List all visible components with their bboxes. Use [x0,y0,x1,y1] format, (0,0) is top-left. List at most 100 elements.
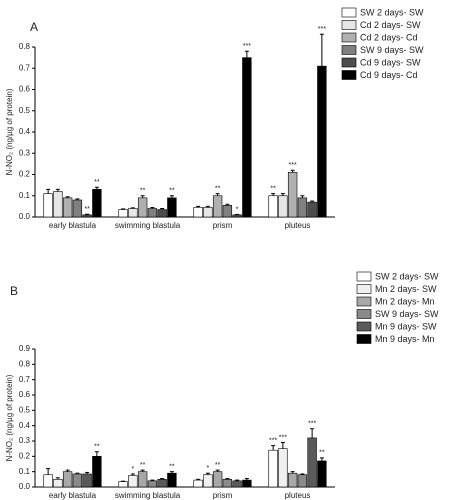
bar [43,193,53,218]
bar [268,449,278,488]
legend-swatch [356,334,372,344]
y-axis-label: N-NO₂ (ng/µg of protein) [5,374,14,461]
x-tick-label: prism [213,491,233,500]
bar [128,208,138,218]
bar [222,205,233,218]
legend-swatch [341,7,357,18]
legend-label: SW 9 days- SW [375,309,439,319]
significance: * [132,466,135,473]
bar [62,471,73,488]
significance: ** [215,185,221,192]
legend-label: SW 2 days- SW [375,271,439,281]
y-tick-label: 0.2 [19,451,31,460]
legend-swatch [341,70,357,80]
bar [167,472,177,488]
legend-swatch [356,284,372,294]
bar [157,479,167,488]
significance: ** [169,188,175,195]
legend-label: Mn 9 days- SW [375,321,437,331]
y-tick-label: 0.0 [19,482,31,491]
bar [232,480,242,488]
legend-label: SW 2 days- SW [360,7,424,17]
x-tick-label: swimming blastula [115,491,181,500]
bar [307,201,317,218]
bar [82,214,92,218]
y-tick-label: 0.1 [19,467,31,476]
bar [193,207,203,218]
bar [242,57,252,218]
x-tick-label: early blastula [49,221,97,230]
y-tick-label: 0.8 [19,42,31,51]
y-tick-label: 0.9 [19,344,31,353]
legend-swatch [341,45,357,55]
bar [92,189,102,218]
bar [137,471,148,488]
y-tick-label: 0.5 [19,106,31,115]
y-tick-label: 0.6 [19,85,31,94]
bar [72,199,83,218]
significance: *** [269,437,277,444]
bar [53,479,63,488]
bar [222,479,233,488]
y-tick-label: 0.8 [19,359,31,368]
bar [82,473,92,488]
bar [232,214,242,218]
x-tick-label: pluteus [285,491,311,500]
legend-swatch [341,57,357,68]
x-tick-label: early blastula [49,491,97,500]
bar [193,479,203,488]
bar [268,195,278,218]
legend-label: Mn 9 days- Mn [375,334,435,344]
significance: ** [270,185,276,192]
bar [43,474,53,488]
bar [118,481,128,488]
panel-label: B [10,284,18,298]
bar [128,475,138,488]
legend-swatch [356,271,372,282]
legend-label: Cd 9 days- Cd [360,70,418,80]
significance: ** [215,462,221,469]
significance: ** [84,206,90,213]
bar [118,209,128,218]
bar [212,195,223,218]
bar [317,65,327,218]
legend-label: Cd 9 days- SW [360,57,421,67]
bar [307,437,317,488]
bar [287,172,298,218]
significance: ** [140,462,146,469]
significance: *** [289,162,297,169]
bar [137,197,148,218]
y-tick-label: 0.4 [19,421,31,430]
legend-label: Cd 2 days- SW [360,20,421,30]
legend-label: Cd 2 days- Cd [360,32,418,42]
y-tick-label: 0.7 [19,375,31,384]
significance: * [236,206,239,213]
y-tick-label: 0.1 [19,191,31,200]
bar [167,197,177,218]
bar [278,448,288,488]
y-tick-label: 0.3 [19,148,31,157]
y-tick-label: 0.3 [19,436,31,445]
y-axis-label: N-NO₂ (ng/µg of protein) [5,88,14,175]
bar [92,456,102,488]
bar [62,197,73,218]
bar [72,473,83,488]
y-tick-label: 0.7 [19,63,31,72]
y-tick-label: 0.2 [19,170,31,179]
bar [203,474,213,488]
significance: ** [319,450,325,457]
significance: *** [318,26,326,33]
panel-label: A [30,20,38,34]
bar [203,207,213,218]
significance: ** [169,464,175,471]
bar [147,208,158,218]
bar [297,197,308,218]
bar [287,472,298,488]
x-tick-label: pluteus [285,221,311,230]
bar [212,471,223,488]
x-tick-label: prism [213,221,233,230]
y-tick-label: 0.0 [19,212,31,221]
y-tick-label: 0.5 [19,405,31,414]
significance: * [207,465,210,472]
